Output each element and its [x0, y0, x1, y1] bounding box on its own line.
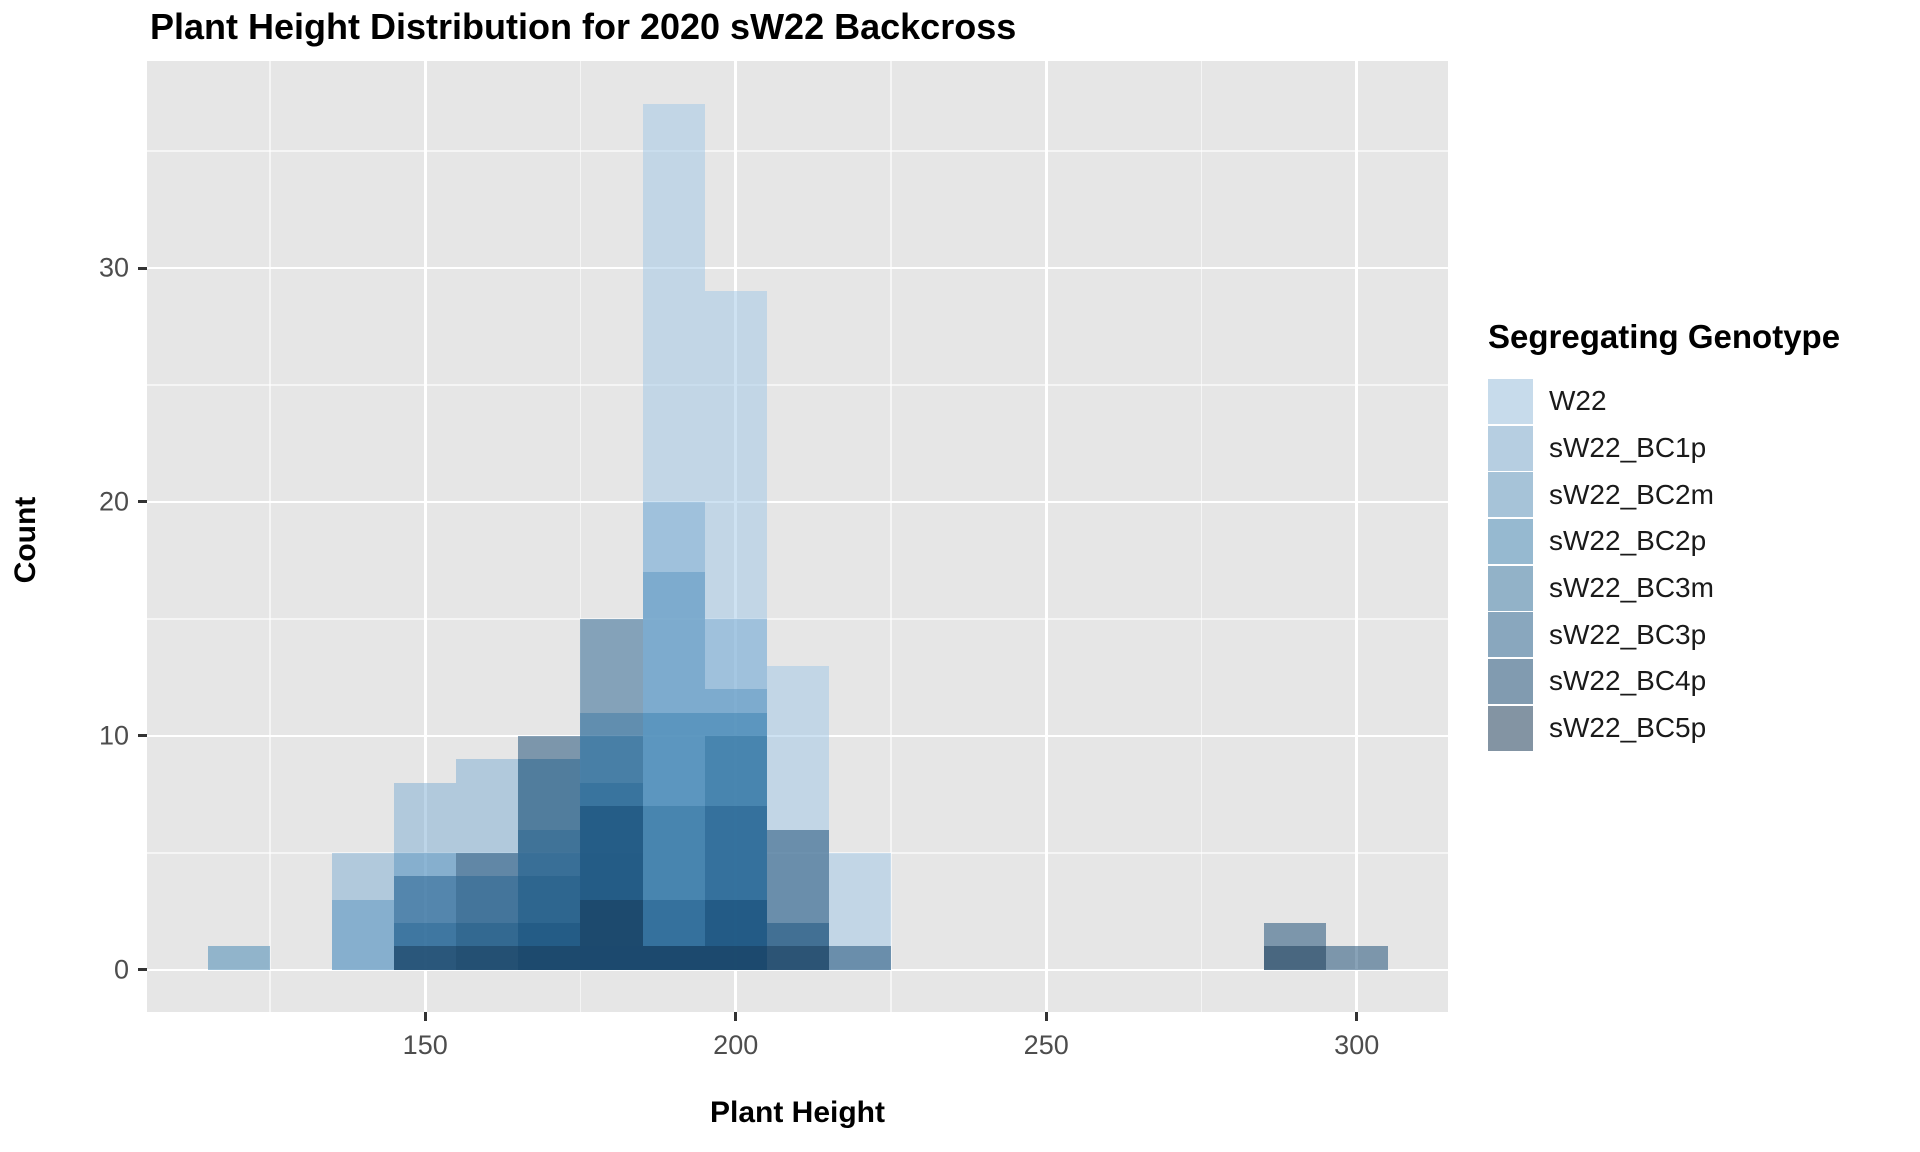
x-tick-label: 300	[1334, 1030, 1380, 1060]
histogram-bar	[518, 735, 581, 970]
legend-swatch-fill	[1488, 705, 1533, 751]
histogram-bar	[394, 946, 457, 970]
histogram-bar	[766, 946, 829, 970]
legend-entry: sW22_BC5p	[1488, 705, 1840, 752]
x-tick-mark	[1355, 1012, 1359, 1021]
y-tick-label: 10	[98, 720, 129, 751]
legend: Segregating Genotype W22 sW22_BC1p sW22_BC…	[1488, 318, 1840, 752]
histogram-bar	[518, 946, 581, 970]
histogram-bar	[766, 829, 829, 970]
gridline-y-minor	[147, 150, 1448, 152]
legend-entry: sW22_BC2p	[1488, 518, 1840, 565]
legend-swatch-fill	[1488, 425, 1533, 471]
y-axis-title: Count	[9, 496, 42, 584]
gridline-x-minor	[890, 61, 892, 1012]
legend-swatch-fill	[1488, 518, 1533, 564]
histogram-bar	[704, 946, 767, 970]
legend-key	[1488, 705, 1533, 751]
y-tick-mark	[138, 266, 147, 270]
x-tick-label: 150	[402, 1030, 448, 1060]
gridline-x-minor	[579, 61, 582, 1012]
legend-entry: sW22_BC1p	[1488, 425, 1840, 472]
legend-title: Segregating Genotype	[1488, 318, 1841, 355]
gridline-x-major	[423, 61, 427, 1012]
legend-key	[1488, 518, 1533, 564]
x-tick-label: 200	[713, 1030, 759, 1060]
legend-label: sW22_BC2m	[1549, 478, 1714, 510]
histogram-bar	[456, 946, 519, 970]
legend-entry: sW22_BC4p	[1488, 658, 1840, 705]
gridline-y-major	[147, 968, 1448, 972]
histogram-bar	[828, 946, 891, 970]
legend-key	[1488, 658, 1533, 704]
x-tick-mark	[1044, 1012, 1048, 1021]
gridline-x-minor	[1200, 61, 1203, 1012]
legend-key	[1488, 425, 1533, 471]
legend-label: sW22_BC3p	[1549, 618, 1707, 650]
histogram-bar	[580, 899, 643, 970]
y-tick-label: 30	[98, 252, 129, 283]
y-tick-label: 0	[113, 954, 129, 985]
histogram-bar	[332, 899, 395, 970]
legend-key	[1488, 565, 1533, 611]
y-tick-mark	[138, 968, 147, 972]
legend-entry: sW22_BC3p	[1488, 611, 1840, 658]
legend-label: sW22_BC1p	[1549, 432, 1707, 464]
legend-key	[1488, 612, 1533, 658]
legend-label: W22	[1549, 385, 1607, 417]
legend-swatch-fill	[1488, 658, 1533, 704]
gridline-y-minor	[147, 384, 1448, 386]
legend-label: sW22_BC2p	[1549, 525, 1707, 557]
legend-entry: sW22_BC2m	[1488, 471, 1840, 518]
legend-swatch-fill	[1488, 378, 1533, 424]
legend-swatch-fill	[1488, 565, 1533, 611]
legend-swatch-fill	[1488, 472, 1533, 518]
plot-panel	[147, 61, 1448, 1012]
legend-label: sW22_BC5p	[1549, 712, 1707, 744]
legend-key	[1488, 472, 1533, 518]
x-tick-mark	[423, 1012, 427, 1021]
y-tick-mark	[138, 734, 147, 738]
histogram-bar	[207, 946, 270, 970]
histogram-bar	[1263, 946, 1326, 970]
gridline-x-major	[1044, 61, 1048, 1012]
legend-key	[1488, 378, 1533, 424]
gridline-x-major	[1355, 61, 1358, 1012]
x-tick-label: 250	[1023, 1030, 1069, 1060]
y-tick-mark	[138, 500, 147, 504]
gridline-y-minor	[147, 618, 1448, 620]
x-axis-title: Plant Height	[709, 1096, 885, 1129]
histogram-bar	[1325, 946, 1388, 970]
legend-label: sW22_BC3m	[1549, 572, 1714, 604]
y-tick-label: 20	[98, 486, 129, 517]
legend-entry: W22	[1488, 378, 1840, 425]
legend-entry: sW22_BC3m	[1488, 565, 1840, 612]
gridline-x-minor	[269, 61, 271, 1012]
gridline-y-major	[147, 500, 1448, 504]
legend-label: sW22_BC4p	[1549, 665, 1707, 697]
legend-swatch-fill	[1488, 612, 1533, 658]
gridline-y-major	[147, 266, 1448, 270]
chart-title: Plant Height Distribution for 2020 sW22 …	[150, 6, 1017, 47]
x-tick-mark	[734, 1012, 738, 1021]
histogram-bar	[642, 946, 705, 970]
